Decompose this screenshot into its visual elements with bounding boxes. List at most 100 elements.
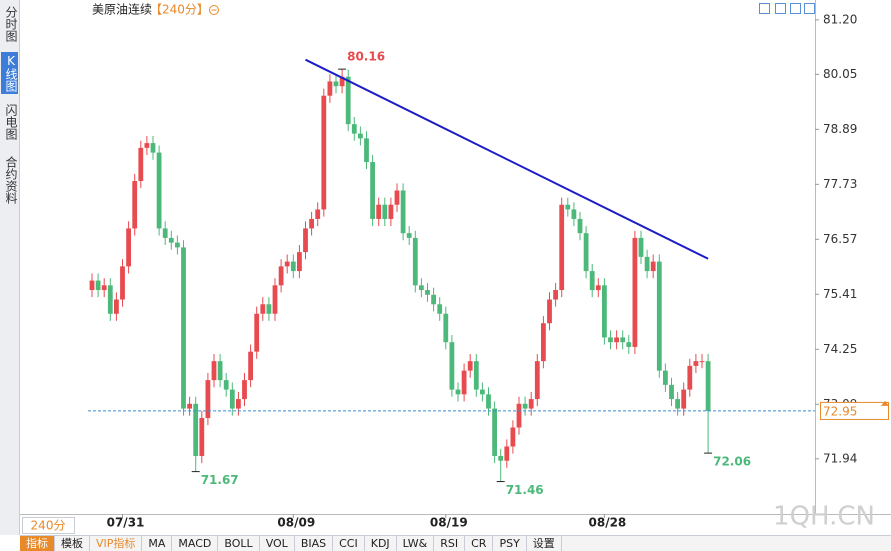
candle-body: [193, 403, 199, 456]
indicator-tab[interactable]: BIAS: [295, 536, 334, 551]
tool-button[interactable]: [759, 3, 770, 14]
candle-body: [437, 304, 443, 314]
candle-body: [358, 133, 363, 139]
candle-body: [339, 76, 345, 87]
candle-body: [473, 361, 479, 390]
candle-body: [510, 427, 516, 447]
candle-body: [272, 285, 278, 314]
candle-body: [400, 190, 406, 234]
candle-body: [388, 204, 394, 219]
sidebar-tab[interactable]: 闪电图: [4, 104, 18, 140]
y-tick-label: 77.73: [823, 177, 857, 191]
last-price-box: [820, 401, 889, 420]
candle-body: [602, 285, 607, 338]
y-tick-label: 75.41: [823, 287, 857, 301]
candle-body: [663, 370, 668, 385]
candle-body: [638, 237, 644, 257]
candle-body: [132, 181, 138, 229]
indicator-tab[interactable]: VOL: [260, 536, 295, 551]
candle-body: [583, 233, 589, 272]
candle-body: [626, 342, 632, 347]
indicator-tab[interactable]: KDJ: [365, 536, 397, 551]
indicator-tab[interactable]: MA: [142, 536, 173, 551]
candle-body: [565, 204, 571, 210]
candle-body: [138, 147, 144, 182]
candle-body: [412, 237, 418, 286]
candle-body: [699, 361, 705, 363]
annotation: 71.46: [506, 483, 544, 497]
candle-body: [95, 280, 101, 291]
candle-body: [461, 370, 467, 395]
candle-body: [181, 247, 186, 409]
candle-body: [351, 124, 357, 134]
candle-body: [675, 399, 680, 409]
indicator-tab[interactable]: VIP指标: [90, 536, 143, 551]
candle-body: [553, 290, 558, 300]
candle-body: [284, 261, 290, 267]
indicator-tab[interactable]: 模板: [55, 536, 90, 551]
candle-body: [498, 455, 504, 461]
candle-body: [126, 228, 131, 267]
candle-body: [114, 299, 119, 314]
indicator-tab[interactable]: LW&: [397, 536, 435, 551]
candle-body: [394, 190, 400, 205]
candle-body: [156, 152, 162, 229]
candle-body: [315, 209, 321, 219]
annotation: 71.67: [201, 473, 239, 487]
candle-body: [504, 446, 510, 461]
candle-body: [150, 143, 156, 153]
indicator-tab[interactable]: PSY: [493, 536, 527, 551]
plot-bg: [20, 0, 891, 535]
candle-body: [534, 361, 540, 400]
x-tick-label: 08/09: [277, 516, 315, 530]
candle-body: [595, 285, 601, 291]
period-button[interactable]: 240分: [31, 519, 66, 533]
candle-body: [345, 76, 351, 125]
indicator-tab[interactable]: RSI: [434, 536, 466, 551]
candle-body: [101, 285, 107, 291]
candle-body: [229, 389, 235, 409]
candle-body: [205, 380, 211, 419]
candle-body: [541, 323, 546, 362]
period: 【240分】: [150, 3, 209, 17]
indicator-tab[interactable]: 指标: [20, 536, 55, 551]
candle-body: [559, 204, 565, 291]
candle-body: [589, 271, 595, 291]
candle-body: [669, 384, 674, 400]
sidebar-tab[interactable]: 合约资料: [4, 156, 18, 204]
candle-body: [364, 138, 369, 163]
zoom-icon[interactable]: [209, 5, 219, 15]
indicator-tab[interactable]: MACD: [172, 536, 219, 551]
y-tick-label: 80.05: [823, 67, 857, 81]
indicator-tab[interactable]: CR: [465, 536, 494, 551]
tool-button[interactable]: [775, 3, 786, 14]
candle-body: [199, 418, 205, 456]
candle-body: [522, 403, 528, 409]
tool-button[interactable]: [790, 3, 801, 14]
toolbar: [759, 3, 815, 14]
candle-body: [480, 389, 485, 395]
tool-button[interactable]: [804, 3, 815, 14]
candle-body: [656, 261, 662, 371]
candle-body: [89, 280, 95, 291]
candle-body: [467, 361, 473, 371]
indicator-tab[interactable]: BOLL: [218, 536, 260, 551]
period-button-bg[interactable]: [22, 517, 75, 534]
last-price-label: 72.95: [823, 404, 857, 418]
candle-body: [431, 294, 436, 305]
candle-body: [406, 233, 412, 238]
indicator-tab[interactable]: 设置: [527, 536, 562, 551]
candle-body: [376, 204, 382, 219]
candle-body: [614, 337, 619, 343]
sidebar-tab[interactable]: 分时图: [4, 6, 18, 42]
indicator-tab[interactable]: CCI: [333, 536, 365, 551]
candle-body: [425, 290, 430, 295]
candle-body: [370, 162, 375, 219]
candle-body: [608, 337, 613, 343]
y-tick-label: 81.20: [823, 12, 857, 26]
candle-body: [248, 351, 253, 381]
candle-body: [650, 261, 656, 272]
candle-body: [705, 361, 711, 411]
sidebar-tab[interactable]: K线图: [1, 52, 18, 94]
